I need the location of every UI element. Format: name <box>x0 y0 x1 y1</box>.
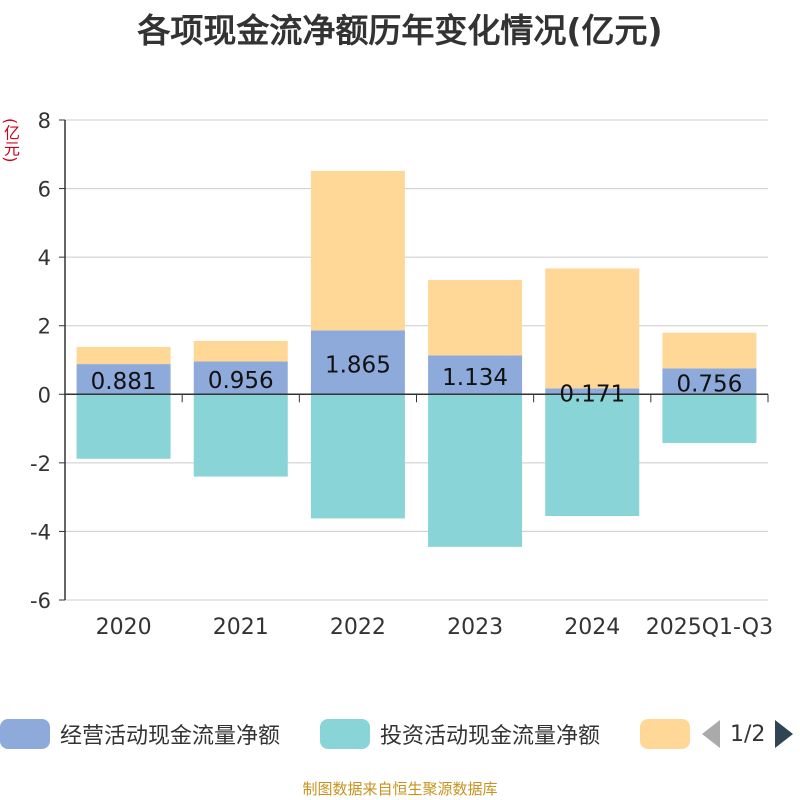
bar-segment <box>545 394 640 516</box>
legend-item-operating[interactable]: 经营活动现金流量净额 <box>0 714 280 754</box>
bar-segment <box>545 388 640 395</box>
legend-swatch-investing <box>320 719 370 749</box>
legend-label-operating: 经营活动现金流量净额 <box>60 724 281 749</box>
x-tick-label: 2025Q1-Q3 <box>646 615 773 640</box>
y-tick-label: 6 <box>38 178 51 202</box>
y-tick-label: 8 <box>38 109 51 133</box>
pager-prev-icon[interactable] <box>702 720 720 748</box>
y-tick-label: -2 <box>30 452 51 476</box>
label-layer: 0.881 0.956 1.865 1.134 0.171 0.756 <box>91 352 743 407</box>
legend-swatch-financing <box>640 719 690 749</box>
bar-segment <box>76 364 171 395</box>
bar-segment <box>428 355 523 395</box>
y-tick-label: -6 <box>30 589 51 613</box>
y-tick-label: 4 <box>38 246 51 270</box>
data-label: 0.956 <box>208 368 274 394</box>
bar-segment <box>545 268 640 389</box>
bar-segment <box>193 394 288 477</box>
bar-segment <box>662 332 757 369</box>
data-label: 0.171 <box>559 381 625 407</box>
x-tick-label: 2021 <box>213 615 269 640</box>
bar-segment <box>310 330 405 395</box>
x-tick-label: 2020 <box>96 615 152 640</box>
bar-segment <box>428 394 523 547</box>
bar-layer <box>76 170 757 547</box>
data-label: 1.134 <box>442 365 508 391</box>
bar-segment <box>76 346 171 365</box>
source-note: 制图数据来自恒生聚源数据库 <box>302 780 498 798</box>
legend-item-investing[interactable]: 投资活动现金流量净额 <box>320 714 600 754</box>
data-label: 0.756 <box>676 371 742 397</box>
x-tick-label: 2023 <box>447 615 503 640</box>
y-tick-label: -4 <box>30 520 51 544</box>
axis-layer: 8 6 4 2 0 -2 -4 -6 2020 2021 2022 2023 2024 2025Q1-Q3 <box>30 109 773 640</box>
x-tick-label: 2024 <box>564 615 620 640</box>
pager-next-icon[interactable] <box>775 720 794 748</box>
x-tick-label: 2022 <box>330 615 386 640</box>
bar-segment <box>662 394 757 443</box>
bar-segment <box>310 170 405 331</box>
data-label: 1.865 <box>325 352 391 378</box>
legend-swatch-operating <box>0 719 50 749</box>
legend-label-investing: 投资活动现金流量净额 <box>380 724 601 749</box>
y-axis-unit: (亿元) <box>1 118 20 163</box>
bar-segment <box>310 394 405 519</box>
data-label: 0.881 <box>91 369 157 395</box>
y-tick-label: 2 <box>38 315 51 339</box>
legend-item-financing[interactable] <box>640 714 700 754</box>
y-tick-label: 0 <box>38 383 51 407</box>
legend: 经营活动现金流量净额 投资活动现金流量净额 1/2 <box>0 714 800 754</box>
bar-segment <box>193 361 288 395</box>
chart-canvas: 8 6 4 2 0 -2 -4 -6 2020 2021 2022 2023 2024 2025Q1-Q3… <box>30 109 773 640</box>
pager-text: 1/2 <box>730 721 766 747</box>
bar-segment <box>428 279 523 356</box>
bar-segment <box>76 394 171 459</box>
chart-title: 各项现金流净额历年变化情况(亿元) <box>137 11 663 50</box>
bar-segment <box>662 368 757 395</box>
grid-layer <box>65 119 768 601</box>
legend-pager: 1/2 <box>702 714 794 754</box>
bar-segment <box>193 340 288 362</box>
